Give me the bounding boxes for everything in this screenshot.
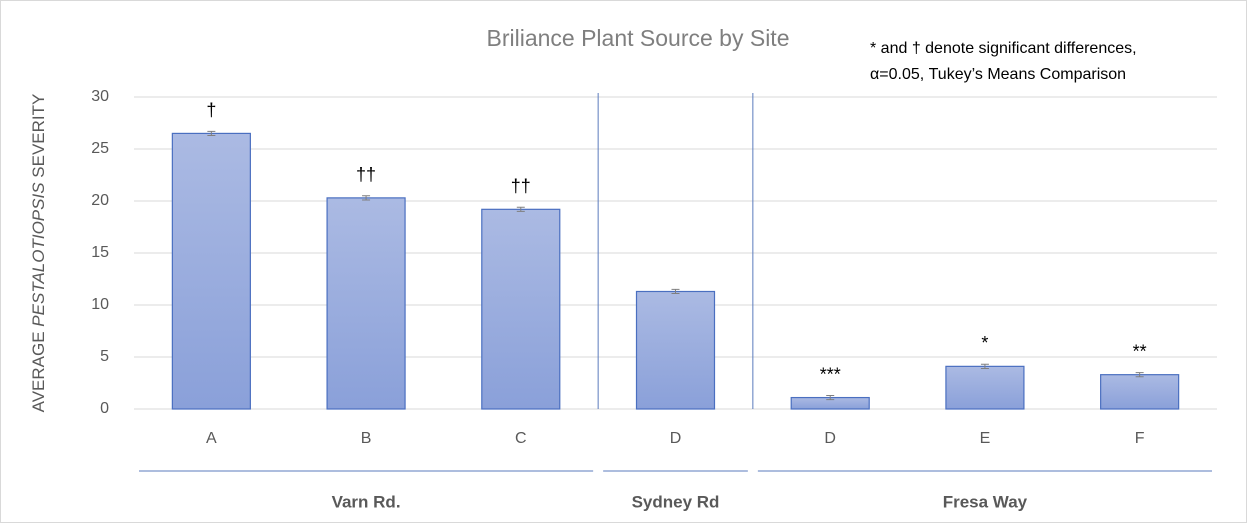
- bar: [635, 290, 716, 410]
- x-tick-label: D: [824, 430, 836, 447]
- error-bar: [362, 195, 371, 201]
- group-label: Fresa Way: [943, 492, 1028, 511]
- bar: [171, 132, 251, 410]
- x-tick-label: F: [1135, 430, 1145, 447]
- error-bar: [671, 288, 680, 295]
- bar-annotation: **: [1133, 341, 1147, 361]
- x-tick-label: A: [206, 430, 217, 447]
- y-axis-label: AVERAGE PESTALOTIOPSIS SEVERITY: [29, 94, 48, 413]
- error-bar: [516, 206, 525, 212]
- bar: [945, 365, 1025, 410]
- bar-annotation: †: [206, 100, 216, 120]
- x-tick-label: E: [980, 430, 991, 447]
- x-tick-label: D: [670, 430, 682, 447]
- note-line: * and † denote significant differences,: [870, 40, 1137, 57]
- x-tick-label: B: [361, 430, 372, 447]
- y-tick-label: 30: [91, 88, 109, 105]
- bar-annotation: ††: [511, 176, 531, 196]
- bar-annotation: ††: [356, 165, 376, 185]
- error-bar: [980, 363, 989, 369]
- y-tick-label: 10: [91, 296, 109, 313]
- note-line: α=0.05, Tukey’s Means Comparison: [870, 66, 1126, 83]
- y-tick-label: 5: [100, 348, 109, 365]
- chart-title: Briliance Plant Source by Site: [487, 25, 790, 51]
- y-tick-label: 0: [100, 400, 109, 417]
- bar: [481, 208, 561, 410]
- group-label: Sydney Rd: [632, 492, 720, 511]
- error-bar: [1135, 372, 1144, 378]
- bar-annotation: ***: [820, 364, 841, 384]
- error-bar: [207, 130, 216, 136]
- y-tick-label: 20: [91, 192, 109, 209]
- y-label-part: AVERAGE: [29, 331, 48, 412]
- error-bar: [826, 394, 835, 401]
- bar-annotation: *: [981, 333, 988, 353]
- y-tick-label: 15: [91, 244, 109, 261]
- bar: [326, 197, 406, 410]
- y-label-part: PESTALOTIOPSIS: [29, 182, 48, 327]
- bar: [1100, 374, 1180, 410]
- y-tick-label: 25: [91, 140, 109, 157]
- x-tick-label: C: [515, 430, 527, 447]
- y-label-part: SEVERITY: [29, 94, 48, 178]
- group-label: Varn Rd.: [332, 492, 401, 511]
